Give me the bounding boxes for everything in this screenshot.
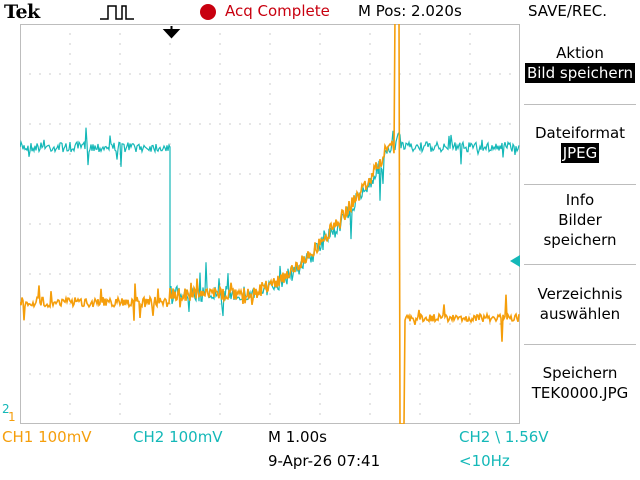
waveform-display [20, 24, 520, 424]
ch2-waveform [20, 127, 520, 317]
trigger-position-marker [162, 26, 181, 39]
menu-divider [524, 104, 636, 105]
menu-item-label: Verzeichnis [537, 285, 623, 303]
menu-divider [524, 344, 636, 345]
menu-divider [524, 264, 636, 265]
trigger-label: CH2 \ 1.56V [459, 428, 549, 446]
menu-item-aktion[interactable]: Aktion Bild speichern [520, 43, 640, 83]
menu-item-value: Bilder speichern [543, 211, 617, 249]
menu-item-verzeichnis[interactable]: Verzeichnis auswählen [520, 284, 640, 324]
ch1-ground-marker: 1 [8, 410, 16, 424]
bottom-status-bar: CH1 100mV CH2 100mV M 1.00s 9-Apr-26 07:… [0, 426, 640, 480]
menu-item-value: JPEG [560, 143, 600, 163]
trigger-level-marker [510, 255, 520, 267]
menu-item-value: TEK0000.JPG [531, 384, 629, 402]
acq-indicator-icon [200, 4, 216, 20]
menu-item-label: Info [565, 191, 595, 209]
menu-item-dateiformat[interactable]: Dateiformat JPEG [520, 123, 640, 163]
side-menu: Aktion Bild speichern Dateiformat JPEG I… [520, 24, 640, 424]
datetime-label: 9-Apr-26 07:41 [268, 452, 381, 470]
ch1-scale-label: CH1 100mV [2, 428, 92, 446]
menu-item-label: Dateiformat [534, 124, 626, 142]
ch2-scale-label: CH2 100mV [133, 428, 223, 446]
top-status-bar: Tek Acq Complete M Pos: 2.020s SAVE/REC. [0, 0, 640, 24]
menu-item-info[interactable]: Info Bilder speichern [520, 190, 640, 250]
ch2-ground-marker: 2 [2, 402, 10, 416]
menu-divider [524, 184, 636, 185]
brand-logo: Tek [4, 1, 40, 23]
acq-status-label: Acq Complete [225, 2, 330, 20]
menu-item-value: auswählen [539, 305, 621, 323]
frequency-label: <10Hz [459, 452, 510, 470]
menu-item-label: Aktion [556, 44, 604, 62]
pulse-waveform-icon [100, 5, 134, 20]
menu-item-value: Bild speichern [524, 63, 636, 83]
menu-title: SAVE/REC. [528, 2, 608, 20]
graticule [20, 24, 520, 424]
menu-item-label: Speichern [542, 364, 618, 382]
menu-item-speichern[interactable]: Speichern TEK0000.JPG [520, 363, 640, 403]
m-position-label: M Pos: 2.020s [358, 2, 462, 20]
timebase-label: M 1.00s [268, 428, 327, 446]
ch1-waveform [20, 24, 520, 424]
